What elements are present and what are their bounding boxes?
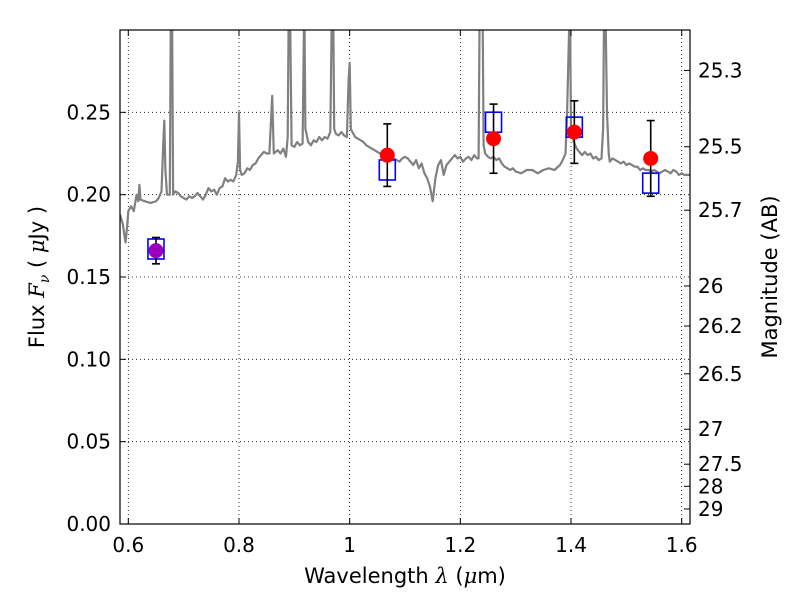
observed-point	[148, 243, 164, 259]
observed-point	[566, 124, 582, 140]
y-tick-label: 0.25	[66, 100, 111, 124]
mag-tick-label: 25.3	[698, 58, 743, 82]
x-tick-label: 1.4	[555, 533, 587, 557]
mag-tick-label: 29	[698, 497, 723, 521]
mag-tick-label: 26	[698, 274, 723, 298]
mag-tick-label: 28	[698, 474, 723, 498]
y-tick-label: 0.10	[66, 347, 111, 371]
y-tick-label: 0.00	[66, 512, 111, 536]
points-layer	[147, 100, 660, 265]
y-axis-label: Flux Fν ( μJy )	[25, 206, 53, 348]
y-axis-label-right: Magnitude (AB)	[758, 195, 782, 358]
x-tick-label: 0.6	[112, 533, 144, 557]
observed-point	[486, 131, 502, 147]
x-tick-label: 1.2	[444, 533, 476, 557]
mag-tick-label: 27	[698, 417, 723, 441]
mag-tick-label: 25.7	[698, 198, 743, 222]
mag-tick-label: 26.5	[698, 362, 743, 386]
mag-tick-label: 27.5	[698, 452, 743, 476]
y-tick-label: 0.05	[66, 430, 111, 454]
y-tick-label: 0.15	[66, 265, 111, 289]
observed-point	[643, 150, 659, 166]
x-tick-label: 0.8	[223, 533, 255, 557]
x-axis-label: Wavelength λ (μm)	[304, 564, 506, 588]
mag-tick-label: 25.5	[698, 135, 743, 159]
x-tick-label: 1.6	[666, 533, 698, 557]
y-tick-label: 0.20	[66, 183, 111, 207]
observed-point	[379, 147, 395, 163]
x-tick-label: 1	[343, 533, 356, 557]
mag-tick-label: 26.2	[698, 314, 743, 338]
ticks-layer: 0.6 0.8 1 1.2 1.4 1.6 0.00 0.05 0.10 0.15 0.20 0.25…	[66, 30, 743, 557]
